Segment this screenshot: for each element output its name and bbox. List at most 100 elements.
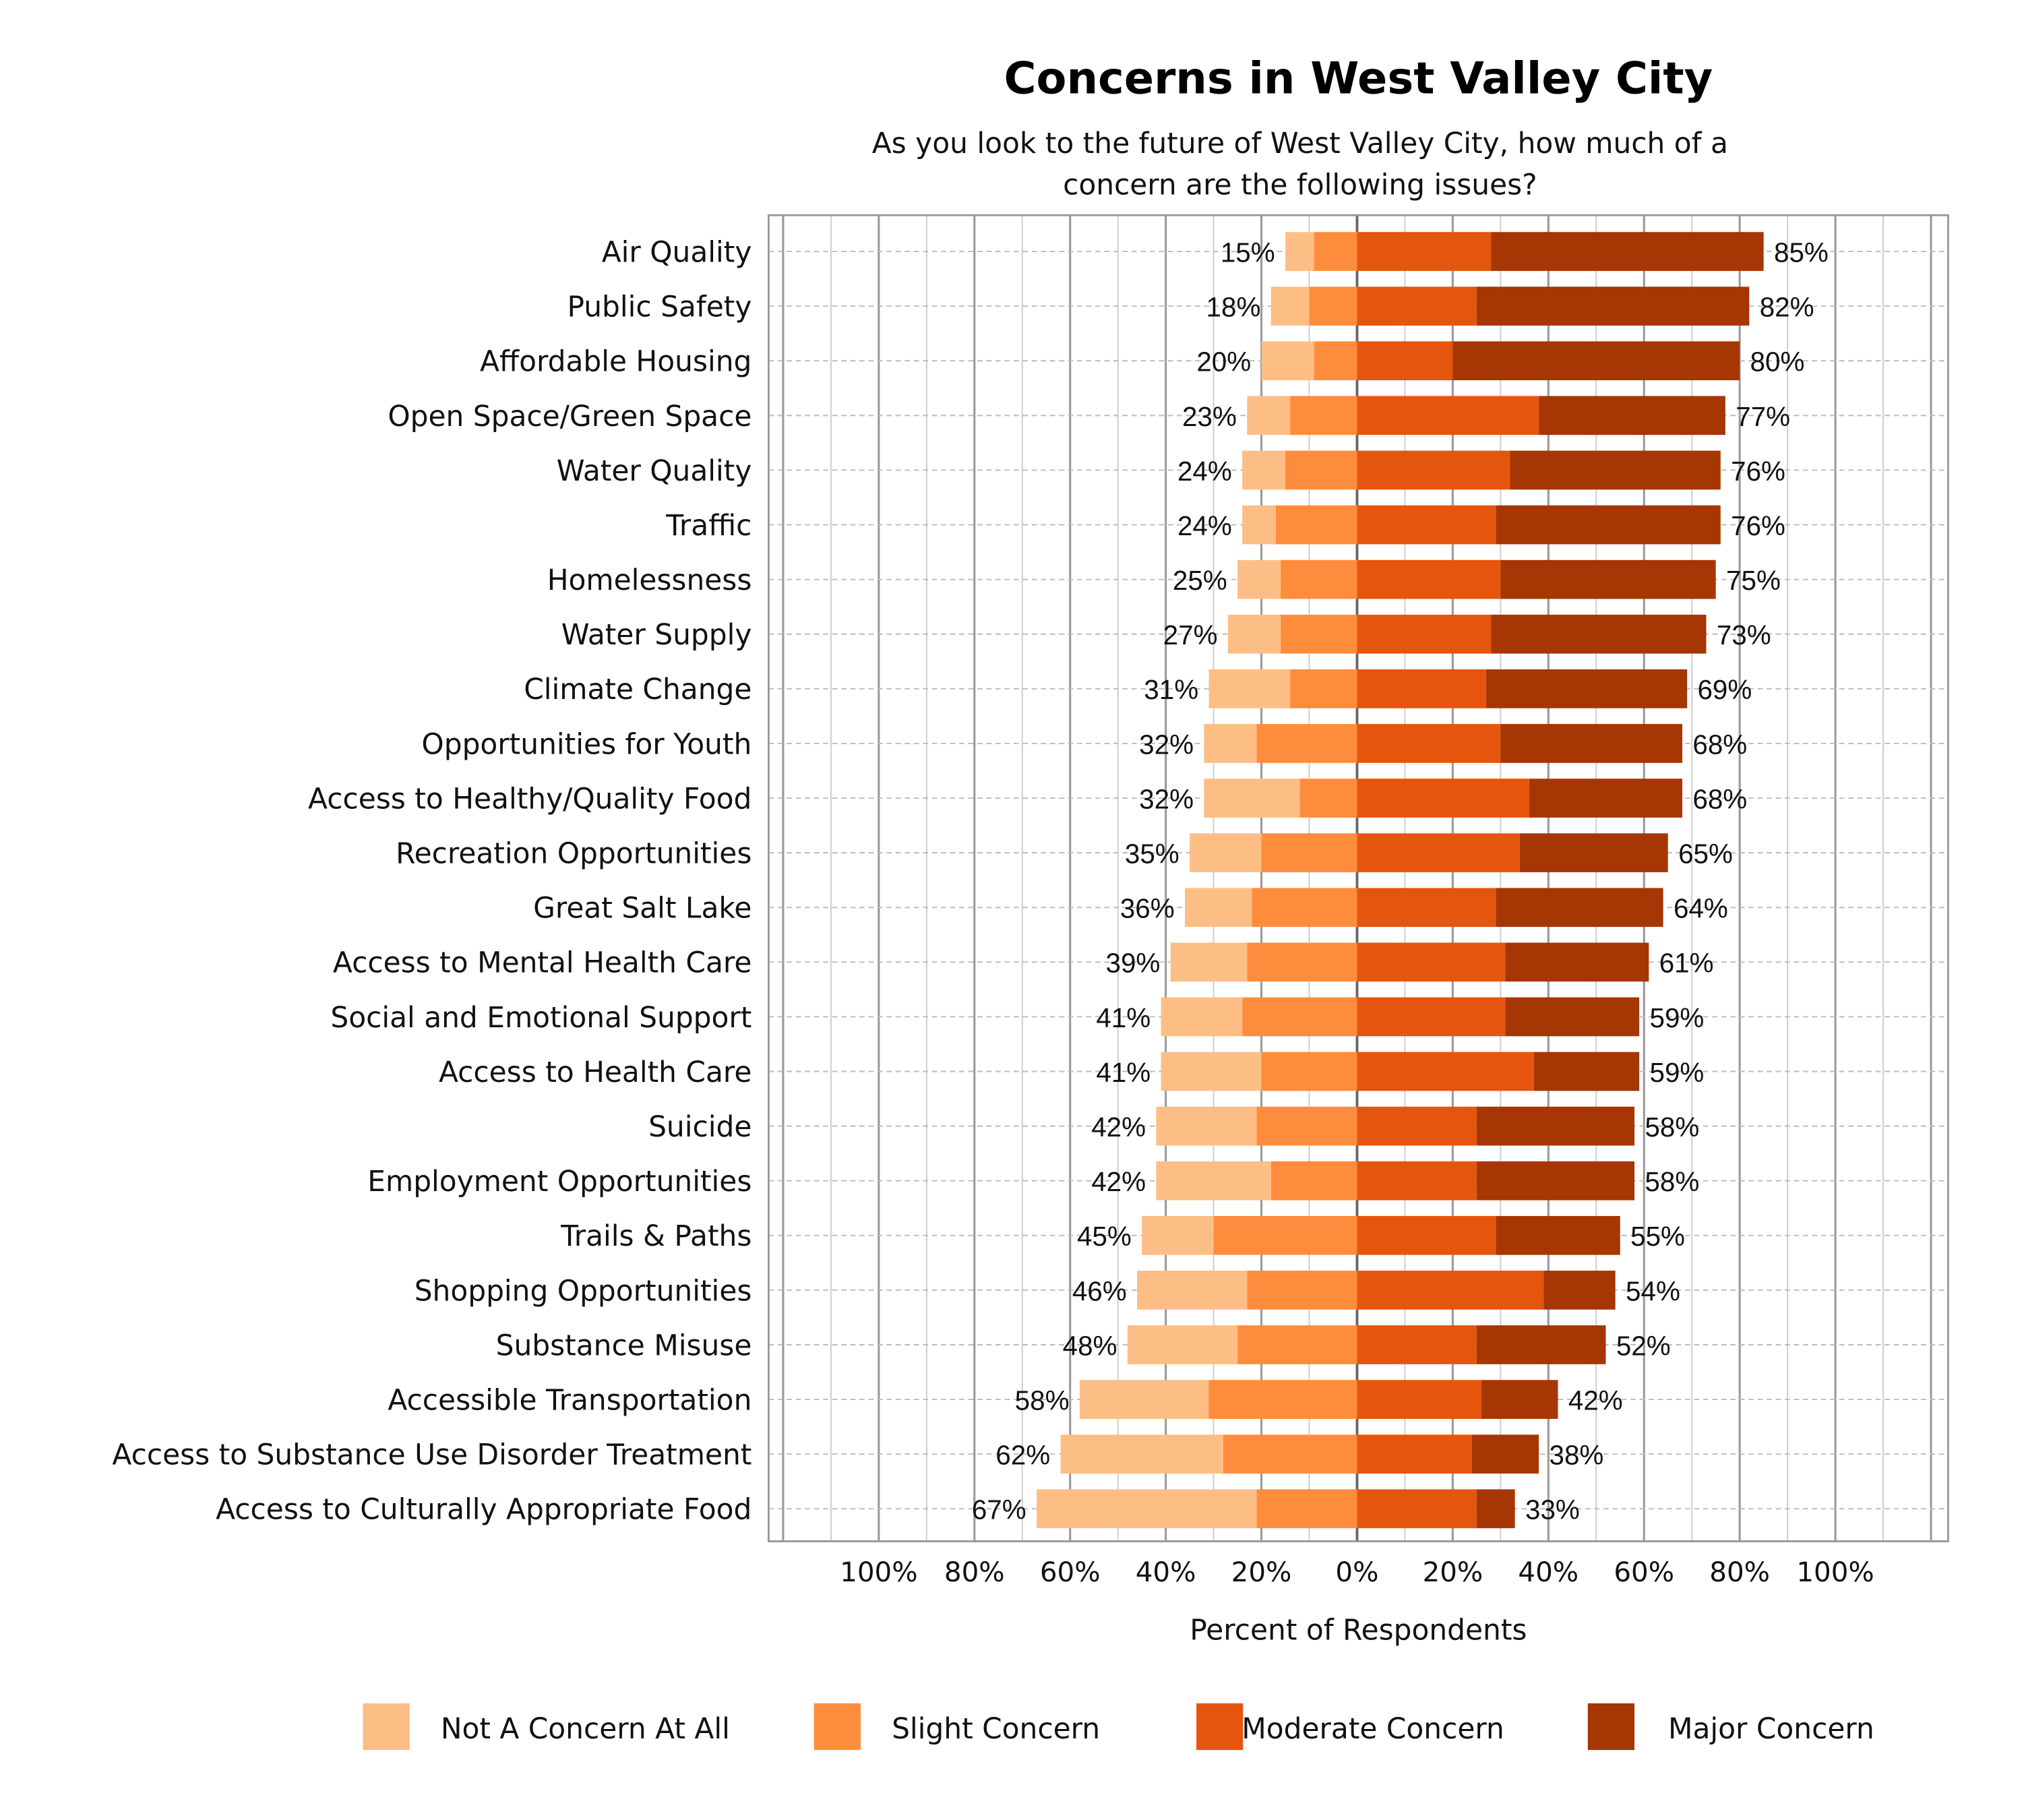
bar-row: Substance Misuse 48% 52% (496, 1325, 1671, 1364)
bar-row: Employment Opportunities 42% 58% (367, 1161, 1699, 1201)
category-label: Access to Substance Use Disorder Treatme… (112, 1438, 752, 1472)
legend: Not A Concern At All Slight Concern Modera… (363, 1703, 1874, 1751)
legend-item: Major Concern (1587, 1703, 1874, 1751)
right-total-label: 68% (1692, 729, 1747, 760)
bar-slight-concern (1247, 942, 1357, 982)
left-total-label: 25% (1173, 565, 1227, 596)
bar-major-concern (1486, 669, 1688, 708)
category-label: Affordable Housing (480, 345, 752, 378)
bar-row: Social and Emotional Support 41% 59% (330, 997, 1705, 1037)
right-total-label: 64% (1674, 893, 1728, 924)
left-total-label: 20% (1196, 346, 1251, 377)
bar-row: Recreation Opportunities 35% 65% (396, 833, 1733, 872)
bar-moderate-concern (1357, 1161, 1477, 1201)
bar-not-a-concern (1242, 450, 1286, 490)
bar-slight-concern (1280, 559, 1357, 599)
legend-swatch (1587, 1703, 1634, 1751)
bar-moderate-concern (1357, 1434, 1472, 1474)
left-total-label: 41% (1096, 1057, 1151, 1088)
legend-swatch (363, 1703, 410, 1751)
left-total-label: 32% (1139, 783, 1194, 814)
x-tick-label: 40% (1518, 1556, 1579, 1588)
bar-row: Open Space/Green Space 23% 77% (388, 396, 1790, 435)
bar-not-a-concern (1161, 1052, 1262, 1091)
x-tick-label: 40% (1136, 1556, 1196, 1588)
bar-moderate-concern (1357, 1106, 1477, 1146)
x-tick-label: 20% (1231, 1556, 1292, 1588)
right-total-label: 59% (1650, 1002, 1705, 1033)
bar-moderate-concern (1357, 1489, 1477, 1529)
bar-slight-concern (1237, 1325, 1357, 1364)
left-total-label: 39% (1106, 948, 1161, 979)
x-tick-label: 60% (1614, 1556, 1674, 1588)
bar-not-a-concern (1227, 614, 1281, 654)
bar-major-concern (1491, 614, 1707, 654)
chart-subtitle-line-2: concern are the following issues? (1063, 168, 1537, 201)
x-tick-label: 100% (840, 1556, 917, 1588)
category-label: Substance Misuse (496, 1329, 752, 1362)
category-label: Shopping Opportunities (415, 1274, 752, 1307)
left-total-label: 23% (1182, 401, 1237, 432)
bar-major-concern (1452, 341, 1740, 381)
right-total-label: 52% (1616, 1330, 1671, 1361)
bar-slight-concern (1290, 396, 1357, 435)
bar-row: Shopping Opportunities 46% 54% (415, 1271, 1680, 1310)
legend-label: Slight Concern (892, 1712, 1100, 1745)
bar-major-concern (1496, 1215, 1620, 1255)
right-total-label: 42% (1568, 1385, 1623, 1416)
x-axis-ticks: 100% 80% 60% 40% 20% 0% 20% 40% 60% 80% 100% (840, 1556, 1874, 1588)
x-tick-label: 80% (1709, 1556, 1770, 1588)
category-label: Homelessness (547, 564, 752, 597)
bar-moderate-concern (1357, 614, 1492, 654)
bar-not-a-concern (1261, 341, 1314, 381)
category-label: Social and Emotional Support (330, 1001, 752, 1034)
bar-slight-concern (1256, 1489, 1357, 1529)
left-total-label: 31% (1144, 674, 1198, 705)
bar-row: Great Salt Lake 36% 64% (533, 888, 1728, 928)
bar-moderate-concern (1357, 942, 1506, 982)
left-total-label: 67% (972, 1494, 1027, 1525)
bar-major-concern (1500, 559, 1716, 599)
right-total-label: 85% (1774, 237, 1829, 268)
category-label: Water Supply (561, 618, 752, 651)
bar-row: Opportunities for Youth 32% 68% (421, 724, 1747, 763)
right-total-label: 76% (1731, 510, 1785, 541)
bar-not-a-concern (1204, 779, 1300, 818)
category-label: Climate Change (524, 673, 752, 706)
bar-not-a-concern (1190, 833, 1262, 872)
right-total-label: 58% (1645, 1166, 1699, 1197)
right-total-label: 33% (1525, 1494, 1580, 1525)
bar-row: Access to Mental Health Care 39% 61% (333, 942, 1714, 982)
bar-row: Accessible Transportation 58% 42% (388, 1380, 1623, 1419)
bar-row: Access to Substance Use Disorder Treatme… (112, 1434, 1603, 1474)
bar-moderate-concern (1357, 833, 1520, 872)
bar-not-a-concern (1037, 1489, 1257, 1529)
category-label: Public Safety (567, 291, 752, 324)
x-tick-label: 0% (1335, 1556, 1378, 1588)
left-total-label: 62% (995, 1440, 1050, 1471)
bar-not-a-concern (1237, 559, 1281, 599)
x-tick-label: 80% (944, 1556, 1005, 1588)
category-label: Suicide (648, 1110, 752, 1143)
bar-moderate-concern (1357, 450, 1510, 490)
bar-slight-concern (1252, 888, 1357, 928)
bar-major-concern (1476, 286, 1750, 326)
bar-not-a-concern (1127, 1325, 1238, 1364)
bar-slight-concern (1314, 232, 1357, 271)
bar-moderate-concern (1357, 505, 1496, 545)
bar-slight-concern (1223, 1434, 1357, 1474)
bar-moderate-concern (1357, 1271, 1544, 1310)
bar-not-a-concern (1142, 1215, 1214, 1255)
bar-slight-concern (1261, 1052, 1357, 1091)
bar-row: Suicide 42% 58% (648, 1106, 1699, 1146)
bar-major-concern (1529, 779, 1682, 818)
bars: Air Quality 15% 85% Public Safety 18% 82% Affo… (112, 232, 1829, 1529)
bar-slight-concern (1270, 1161, 1357, 1201)
left-total-label: 48% (1063, 1330, 1117, 1361)
bar-major-concern (1481, 1380, 1558, 1419)
x-tick-label: 100% (1796, 1556, 1874, 1588)
left-total-label: 41% (1096, 1002, 1151, 1033)
bar-not-a-concern (1079, 1380, 1209, 1419)
bar-moderate-concern (1357, 669, 1487, 708)
